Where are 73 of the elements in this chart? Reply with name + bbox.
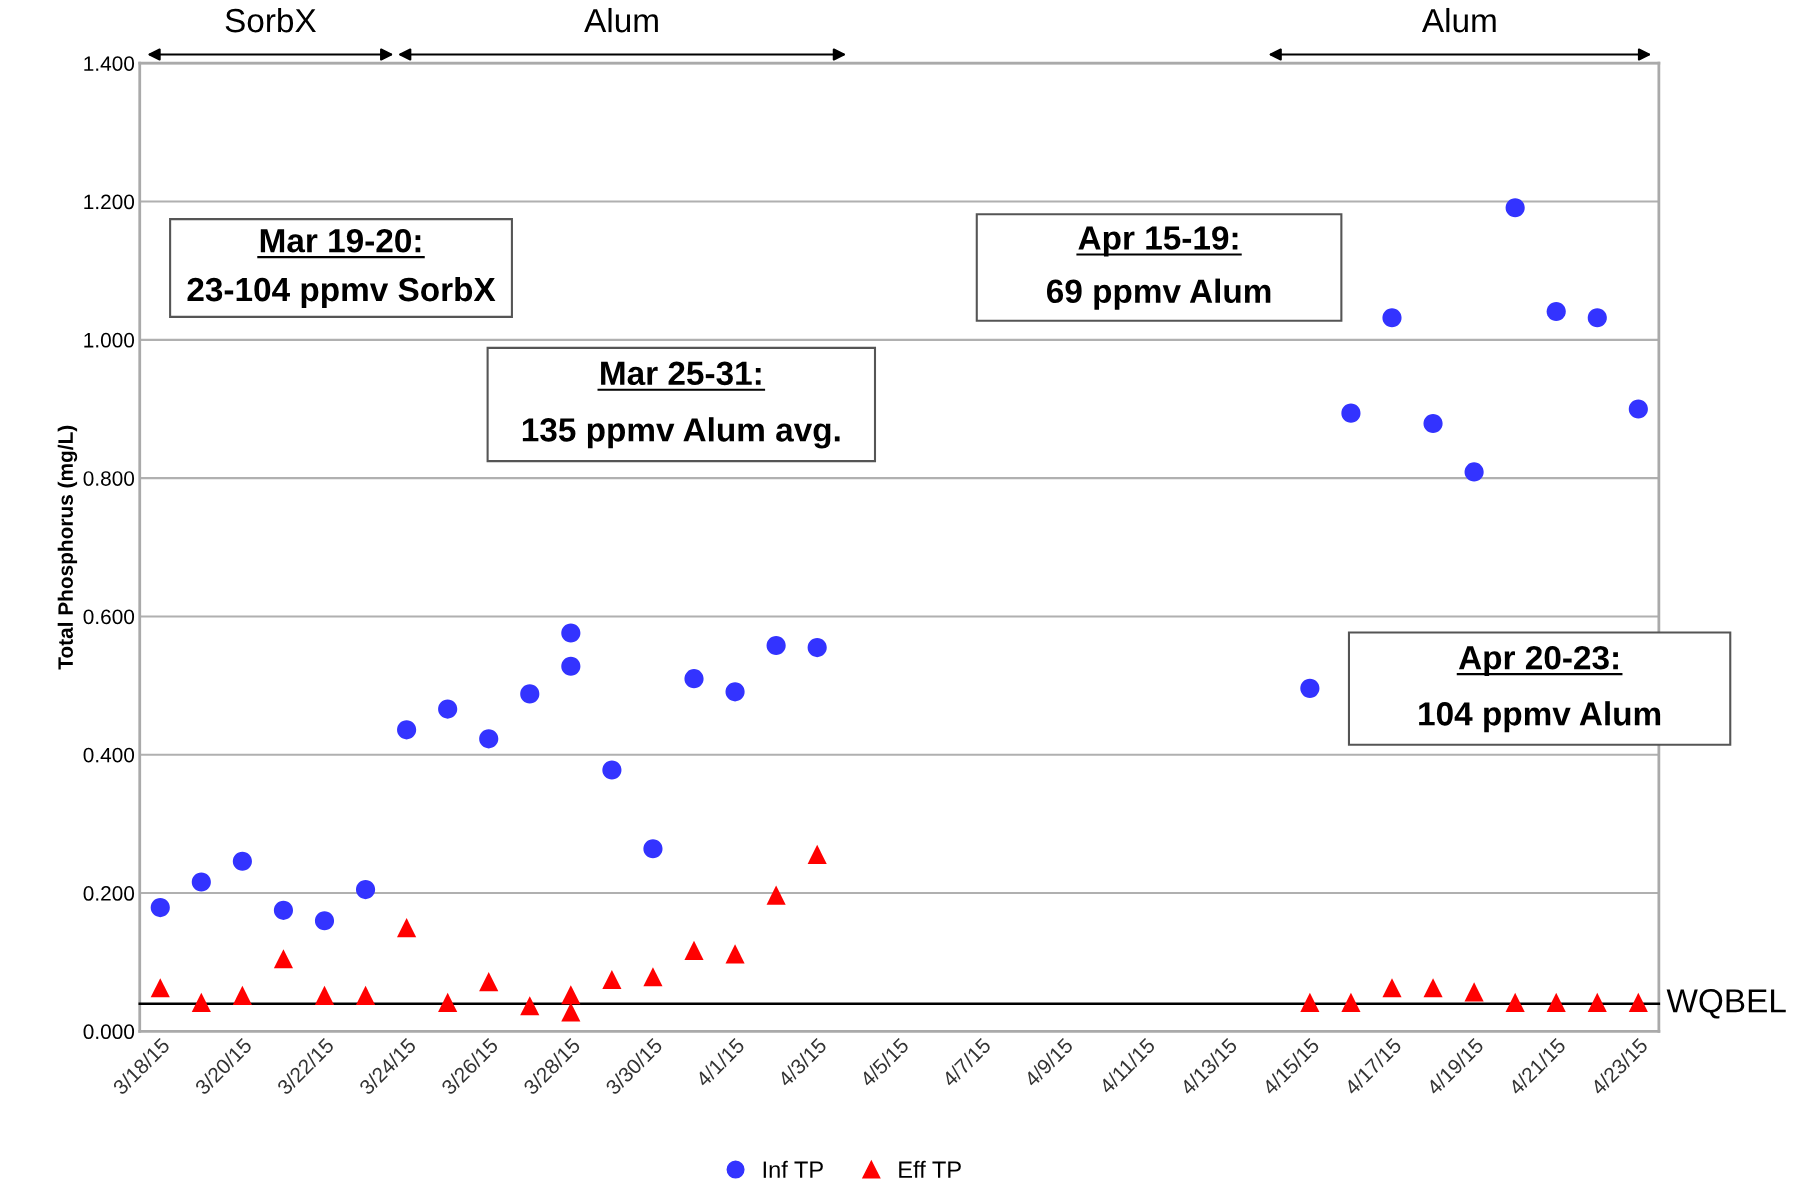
point <box>561 1002 581 1022</box>
point <box>725 944 745 964</box>
y-tick-label: 0.000 <box>83 1024 135 1040</box>
point <box>725 682 745 702</box>
point <box>684 669 704 689</box>
point <box>1628 399 1648 419</box>
point <box>766 885 786 905</box>
point <box>314 911 335 931</box>
point <box>191 992 211 1012</box>
point <box>1341 992 1361 1012</box>
point <box>273 949 294 969</box>
point <box>1546 992 1566 1012</box>
point <box>232 851 252 871</box>
point <box>150 978 170 998</box>
point <box>479 729 499 749</box>
point <box>561 623 581 643</box>
point <box>1423 413 1443 434</box>
point <box>1546 301 1566 322</box>
point <box>520 684 540 704</box>
annotation: Mar 25-31: 135 ppmv Alum avg. <box>522 361 840 449</box>
y-tick-label: 1.200 <box>84 194 135 210</box>
ref-line-label: WQBEL <box>1666 989 1786 1019</box>
point <box>191 872 211 892</box>
point <box>602 760 622 780</box>
y-tick-label: 0.200 <box>83 886 135 901</box>
point <box>355 880 376 900</box>
point <box>1505 198 1525 218</box>
y-tick-label: 0.400 <box>83 747 135 763</box>
point <box>232 985 252 1005</box>
point <box>643 967 663 987</box>
y-tick-label: 1.000 <box>84 332 135 348</box>
point <box>1587 992 1607 1012</box>
point <box>397 918 417 938</box>
point <box>1341 403 1361 423</box>
point <box>150 898 170 918</box>
point <box>520 996 540 1016</box>
legend-label: Eff TP <box>899 1160 961 1178</box>
point <box>1300 678 1320 698</box>
annotation: Apr 15-19: 69 ppmv Alum <box>1047 226 1271 310</box>
point <box>807 844 827 864</box>
text: SorbX <box>225 7 316 33</box>
y-tick-label: 0.800 <box>83 471 135 486</box>
legend-label: Inf TP <box>763 1160 823 1178</box>
point <box>479 971 499 992</box>
point <box>602 969 622 990</box>
point <box>438 699 458 719</box>
point <box>273 900 294 920</box>
point <box>1464 462 1484 482</box>
point <box>355 985 376 1005</box>
point <box>807 637 827 658</box>
point <box>1628 992 1648 1012</box>
point <box>1423 978 1443 998</box>
point <box>561 985 581 1005</box>
point <box>643 839 663 859</box>
point <box>1587 308 1607 328</box>
point <box>684 940 704 961</box>
point <box>1300 992 1320 1012</box>
annotation: Apr 20-23: 104 ppmv Alum <box>1419 645 1661 733</box>
point <box>397 720 417 740</box>
text: Alum <box>1421 7 1496 33</box>
point <box>1464 982 1484 1002</box>
point <box>1505 992 1525 1012</box>
point <box>1382 308 1402 328</box>
point <box>314 985 335 1005</box>
point <box>561 656 581 676</box>
point <box>438 992 458 1012</box>
y-axis-title: Total Phosphorus (mg/L) <box>57 425 78 670</box>
text: Alum <box>584 7 658 33</box>
y-tick-label: 1.400 <box>84 56 135 71</box>
point <box>1382 978 1402 998</box>
y-tick-label: 0.600 <box>83 609 135 625</box>
annotation: Mar 19-20: 23-104 ppmv SorbX <box>187 228 496 308</box>
point <box>766 635 786 656</box>
